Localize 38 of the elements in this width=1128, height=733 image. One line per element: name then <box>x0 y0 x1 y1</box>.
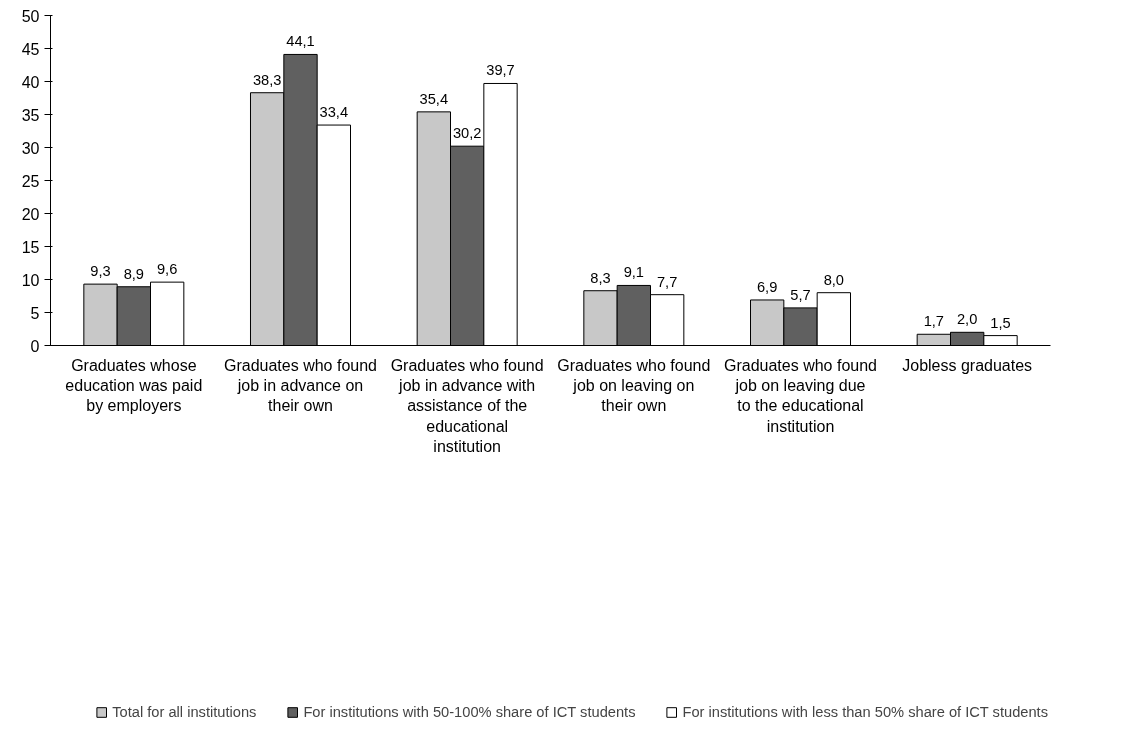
y-tick-label: 0 <box>30 337 40 355</box>
y-tick-label: 30 <box>21 139 40 157</box>
x-tick-label: Graduates whose education was paid by employers <box>65 356 203 415</box>
data-label: 5,7 <box>790 286 811 303</box>
y-tick-label: 45 <box>21 40 40 58</box>
legend-label: Total for all institutions <box>112 704 257 720</box>
data-label: 9,1 <box>623 264 645 281</box>
data-label: 33,4 <box>319 104 349 121</box>
x-tick-label: Graduates who found job in advance with assistance of the educational institution <box>390 356 544 456</box>
y-tick-label: 20 <box>21 205 40 223</box>
data-label: 6,9 <box>756 278 778 295</box>
data-label: 39,7 <box>486 62 515 79</box>
data-label: 44,1 <box>286 33 315 50</box>
data-label: 7,7 <box>656 273 678 290</box>
data-label: 1,5 <box>990 314 1011 331</box>
legend-label: For institutions with 50-100% share of ICT students <box>303 704 636 720</box>
data-label: 8,0 <box>823 271 845 288</box>
data-label: 9,3 <box>90 263 111 280</box>
y-tick-label: 50 <box>21 7 40 25</box>
x-tick-label: Graduates who found job on leaving on their own <box>557 356 711 415</box>
data-label: 8,3 <box>590 269 611 286</box>
data-label: 2,0 <box>956 311 978 328</box>
y-tick-label: 35 <box>21 106 40 124</box>
y-tick-label: 15 <box>21 238 40 256</box>
x-tick-label: Graduates who found job in advance on their own <box>224 356 377 415</box>
data-label: 30,2 <box>452 125 482 142</box>
data-label: 8,9 <box>123 265 145 282</box>
legend-label: For institutions with less than 50% share of ICT students <box>682 704 1048 720</box>
y-tick-label: 25 <box>21 172 40 190</box>
data-label: 35,4 <box>419 90 449 107</box>
x-tick-label: Graduates who found job on leaving due to the educational institution <box>724 356 877 435</box>
x-tick-label: Jobless graduates <box>902 356 1033 374</box>
data-label: 1,7 <box>923 313 945 330</box>
y-tick-label: 40 <box>21 73 40 91</box>
data-label: 9,6 <box>156 261 178 278</box>
data-label: 38,3 <box>252 71 282 88</box>
y-tick-label: 10 <box>21 271 40 289</box>
y-tick-label: 5 <box>30 304 40 322</box>
